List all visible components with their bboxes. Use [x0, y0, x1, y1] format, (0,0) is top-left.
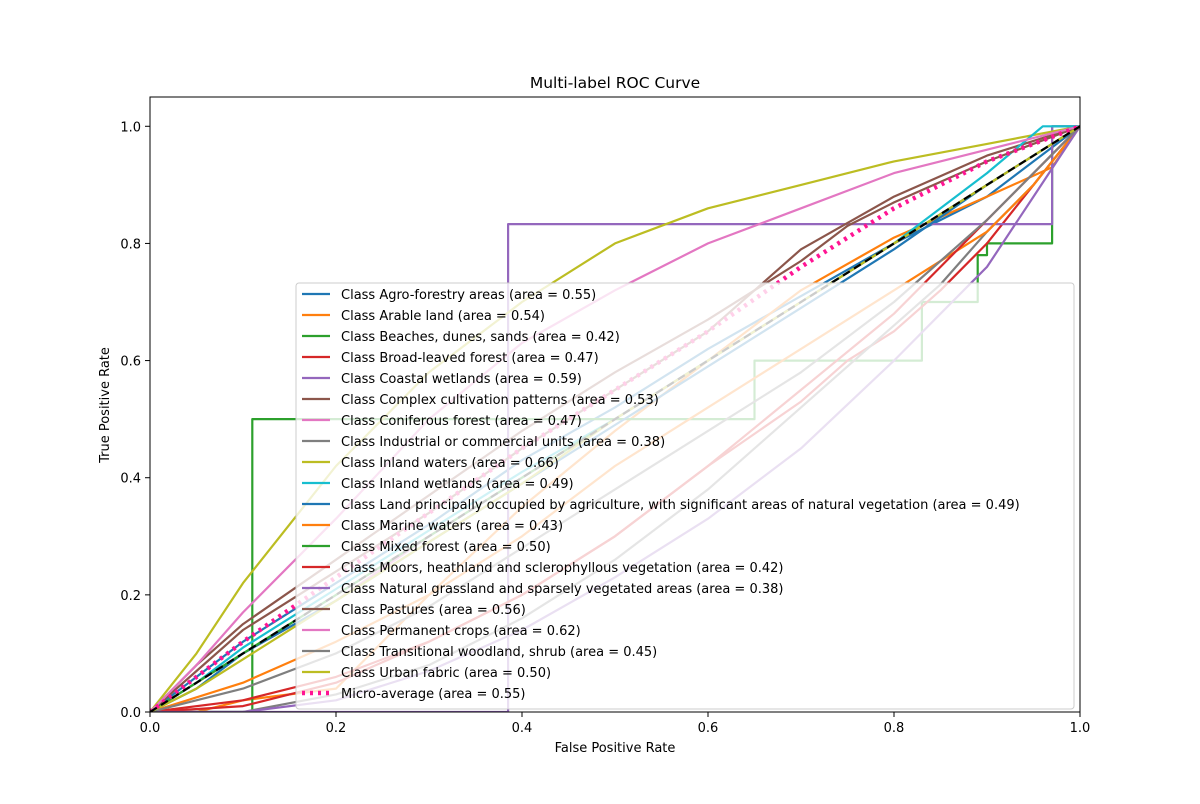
legend-box: [295, 282, 1075, 710]
legend-label-6: Class Coniferous forest (area = 0.47): [341, 414, 582, 429]
y-tick-label-0: 0.0: [120, 706, 141, 721]
legend-label-12: Class Mixed forest (area = 0.50): [341, 540, 551, 555]
y-tick-label-1: 0.2: [120, 589, 141, 604]
y-tick-label-5: 1.0: [120, 120, 141, 135]
series-line-19: [150, 124, 1080, 712]
y-tick-label-2: 0.4: [120, 472, 141, 487]
legend-label-5: Class Complex cultivation patterns (area…: [341, 393, 659, 408]
x-tick-label-0: 0.0: [140, 721, 161, 736]
chart-title: Multi-label ROC Curve: [530, 74, 700, 92]
legend-label-19: Micro-average (area = 0.55): [341, 687, 526, 702]
legend-label-0: Class Agro-forestry areas (area = 0.55): [341, 288, 596, 303]
x-tick-label-1: 0.2: [326, 721, 347, 736]
x-axis-label: False Positive Rate: [555, 741, 676, 756]
legend: Class Agro-forestry areas (area = 0.55) C…: [295, 282, 1075, 710]
legend-label-14: Class Natural grassland and sparsely veg…: [341, 582, 783, 597]
axes-group: 0.0 0.2 0.4 0.6 0.8 1.0 0.0 0.2 0.4 0.6 0.8 1.0: [120, 96, 1091, 736]
x-tick-label-2: 0.4: [512, 721, 533, 736]
legend-label-3: Class Broad-leaved forest (area = 0.47): [341, 351, 599, 366]
legend-label-16: Class Permanent crops (area = 0.62): [341, 624, 581, 639]
x-tick-label-3: 0.6: [698, 721, 719, 736]
legend-label-17: Class Transitional woodland, shrub (area…: [341, 645, 657, 660]
y-tick-label-4: 0.8: [120, 237, 141, 252]
legend-label-9: Class Inland wetlands (area = 0.49): [341, 477, 574, 492]
y-axis-label: True Positive Rate: [98, 347, 113, 464]
plot-frame: [149, 96, 1081, 713]
x-tick-label-4: 0.8: [884, 721, 905, 736]
legend-label-15: Class Pastures (area = 0.56): [341, 603, 526, 618]
legend-label-2: Class Beaches, dunes, sands (area = 0.42…: [341, 330, 620, 345]
legend-label-4: Class Coastal wetlands (area = 0.59): [341, 372, 582, 387]
legend-label-11: Class Marine waters (area = 0.43): [341, 519, 563, 534]
legend-label-8: Class Inland waters (area = 0.66): [341, 456, 559, 471]
x-tick-label-5: 1.0: [1070, 721, 1091, 736]
legend-label-18: Class Urban fabric (area = 0.50): [341, 666, 551, 681]
legend-label-7: Class Industrial or commercial units (ar…: [341, 435, 665, 450]
legend-label-10: Class Land principally occupied by agric…: [341, 498, 1020, 513]
legend-label-13: Class Moors, heathland and sclerophyllou…: [341, 561, 784, 576]
y-tick-label-3: 0.6: [120, 355, 141, 370]
legend-label-1: Class Arable land (area = 0.54): [341, 309, 545, 324]
